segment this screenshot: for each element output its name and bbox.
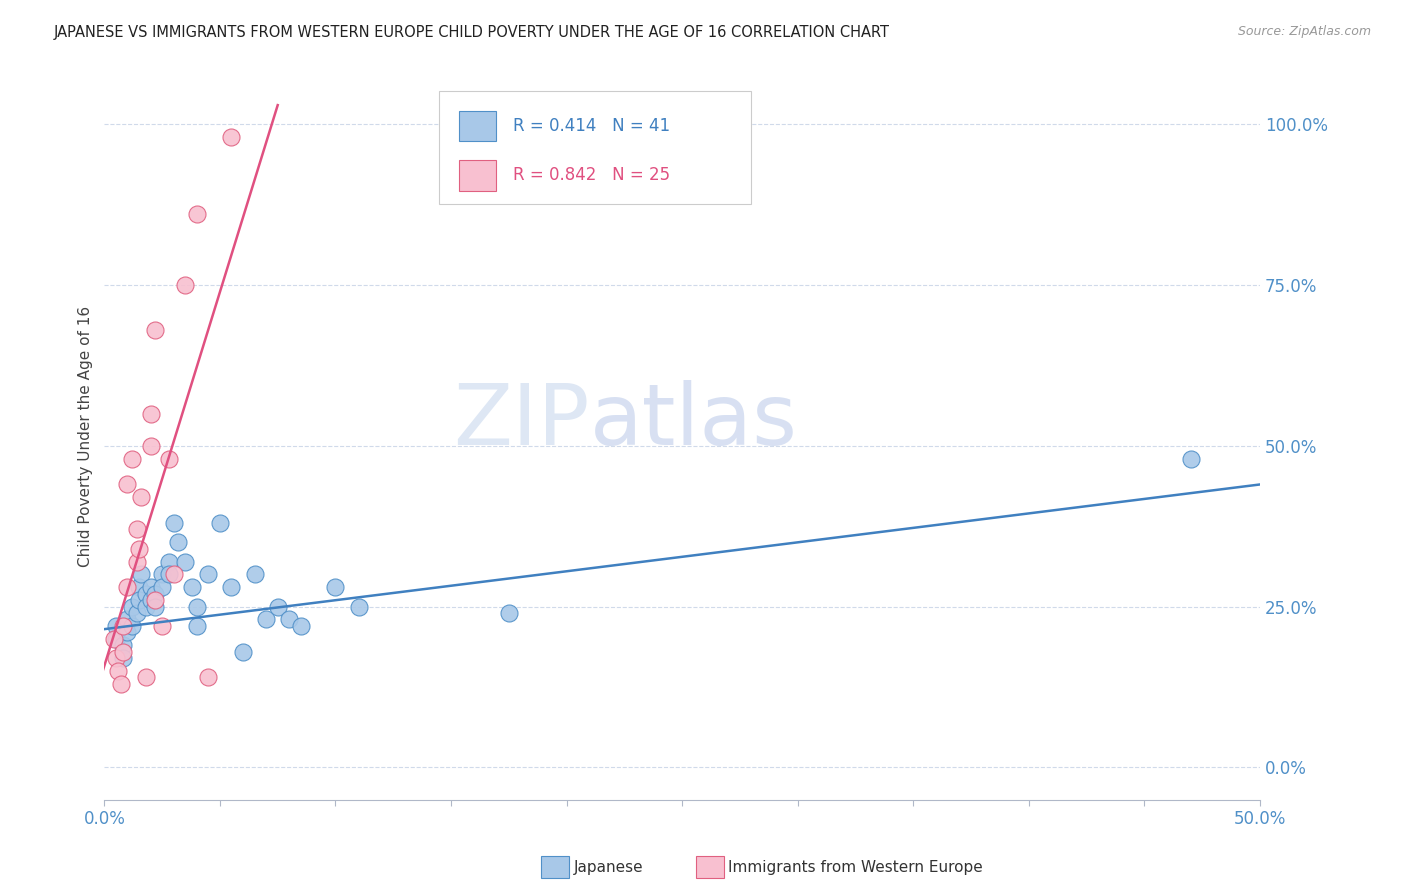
Text: R = 0.414   N = 41: R = 0.414 N = 41 (513, 117, 671, 135)
Point (232, 645, 254, 659)
Point (157, 567, 180, 582)
Point (131, 567, 153, 582)
Point (131, 491, 153, 505)
Text: Source: ZipAtlas.com: Source: ZipAtlas.com (1237, 25, 1371, 38)
Point (125, 606, 148, 620)
Point (197, 670, 219, 684)
Point (111, 638, 134, 652)
Point (208, 516, 231, 530)
Point (104, 632, 127, 646)
Point (267, 599, 290, 614)
Point (139, 593, 162, 607)
Y-axis label: Child Poverty Under the Age of 16: Child Poverty Under the Age of 16 (79, 306, 93, 566)
Point (139, 580, 162, 594)
Point (347, 599, 370, 614)
Point (186, 619, 208, 633)
Point (139, 439, 162, 453)
Point (325, 580, 347, 594)
Point (197, 567, 219, 582)
Point (150, 619, 173, 633)
Point (139, 407, 162, 421)
Point (254, 613, 277, 627)
Point (117, 580, 139, 594)
Point (111, 645, 134, 659)
Point (174, 555, 197, 569)
Text: atlas: atlas (589, 380, 797, 463)
Point (243, 567, 266, 582)
Point (111, 619, 134, 633)
Point (143, 587, 166, 601)
Point (135, 599, 157, 614)
Point (125, 523, 148, 537)
Text: ZIP: ZIP (453, 380, 589, 463)
Point (150, 580, 173, 594)
Point (128, 580, 150, 594)
Point (163, 567, 186, 582)
Bar (460, 161, 496, 191)
Point (135, 670, 157, 684)
Point (1180, 451, 1202, 466)
Point (103, 632, 125, 646)
Point (128, 593, 150, 607)
Point (163, 516, 186, 530)
Point (110, 677, 132, 691)
Bar (460, 111, 496, 141)
Point (121, 451, 143, 466)
Point (157, 555, 180, 569)
Point (117, 625, 139, 640)
Point (111, 651, 134, 665)
Text: JAPANESE VS IMMIGRANTS FROM WESTERN EUROPE CHILD POVERTY UNDER THE AGE OF 16 COR: JAPANESE VS IMMIGRANTS FROM WESTERN EURO… (53, 25, 890, 40)
Point (121, 599, 143, 614)
Point (121, 619, 143, 633)
Point (104, 651, 127, 665)
Point (278, 613, 301, 627)
Point (143, 323, 166, 337)
Point (117, 613, 139, 627)
Point (221, 130, 243, 145)
Point (107, 664, 129, 678)
Point (125, 555, 148, 569)
Point (167, 535, 190, 549)
Point (186, 599, 208, 614)
Text: R = 0.842   N = 25: R = 0.842 N = 25 (513, 167, 671, 185)
Point (143, 599, 166, 614)
Point (157, 451, 180, 466)
Text: Immigrants from Western Europe: Immigrants from Western Europe (728, 860, 983, 874)
Point (104, 619, 127, 633)
Point (135, 587, 157, 601)
Point (181, 580, 204, 594)
FancyBboxPatch shape (440, 91, 751, 203)
Point (117, 477, 139, 491)
Point (498, 606, 520, 620)
Point (128, 541, 150, 556)
Point (150, 567, 173, 582)
Point (290, 619, 312, 633)
Text: Japanese: Japanese (574, 860, 644, 874)
Point (174, 278, 197, 293)
Point (143, 593, 166, 607)
Point (186, 207, 208, 221)
Point (221, 580, 243, 594)
